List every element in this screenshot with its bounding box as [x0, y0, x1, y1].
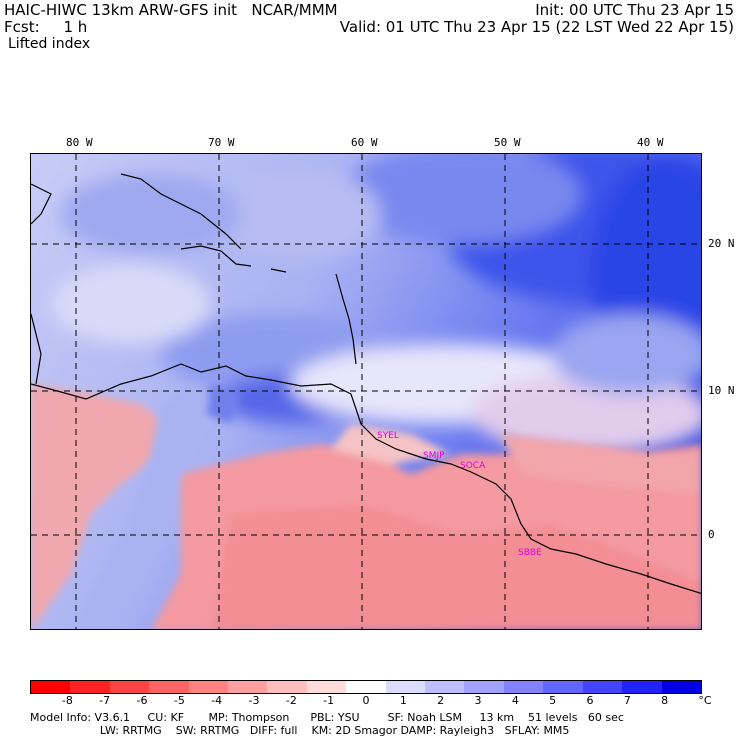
field-name: Lifted index: [8, 36, 91, 52]
color-swatch: [385, 681, 426, 693]
color-swatch: [306, 681, 347, 693]
color-scale-bar: [30, 680, 702, 694]
color-scale-tick: 8: [661, 694, 669, 707]
lat-label-20n: 20 N: [708, 237, 735, 250]
lifted-index-map: [30, 153, 702, 630]
andes-unstable-streak: [72, 384, 241, 629]
color-scale-tick: 7: [623, 694, 631, 707]
forecast-hour: Fcst: 1 h: [4, 18, 88, 36]
color-scale-tick: -7: [99, 694, 111, 707]
color-swatch: [267, 681, 307, 693]
color-scale-tick: 6: [586, 694, 594, 707]
color-scale-tick: -8: [61, 694, 73, 707]
color-scale-tick: 0: [362, 694, 370, 707]
station-sbbe: SBBE: [518, 548, 542, 558]
color-swatch: [346, 681, 386, 693]
coastlines: [31, 173, 701, 595]
color-scale-tick: -4: [211, 694, 223, 707]
color-swatch: [622, 681, 662, 693]
color-scale-tick: 3: [474, 694, 482, 707]
init-time: Init: 00 UTC Thu 23 Apr 15: [535, 1, 734, 19]
color-scale-tick: -1: [323, 694, 335, 707]
color-swatch: [464, 681, 504, 693]
color-swatch: [109, 681, 150, 693]
station-syel: SYEL: [377, 431, 399, 441]
station-smjp: SMJP: [423, 451, 445, 461]
station-soca: SOCA: [460, 461, 486, 471]
color-swatch: [661, 681, 701, 693]
model-info-line2: LW: RRTMG SW: RRTMG DIFF: full KM: 2D Sm…: [30, 724, 570, 737]
color-swatch: [188, 681, 229, 693]
color-swatch: [543, 681, 583, 693]
color-scale-tick: -5: [173, 694, 185, 707]
color-swatch: [31, 681, 71, 693]
color-swatch: [70, 681, 110, 693]
color-scale-tick: 4: [511, 694, 519, 707]
valid-time: Valid: 01 UTC Thu 23 Apr 15 (22 LST Wed …: [339, 18, 734, 36]
color-swatch: [503, 681, 544, 693]
color-scale-tick: -2: [285, 694, 297, 707]
model-title: HAIC-HIWC 13km ARW-GFS init NCAR/MMM: [4, 1, 338, 19]
color-scale-tick: 2: [437, 694, 445, 707]
lon-label-60w: 60 W: [351, 136, 378, 149]
lat-label-10n: 10 N: [708, 384, 735, 397]
lat-lon-grid: [31, 154, 701, 629]
lon-label-70w: 70 W: [208, 136, 235, 149]
model-info-line1: Model Info: V3.6.1 CU: KF MP: Thompson P…: [30, 711, 624, 724]
color-swatch: [425, 681, 465, 693]
lat-label-0: 0: [708, 528, 715, 541]
color-scale-tick: 1: [399, 694, 407, 707]
field-shading: [51, 154, 701, 454]
color-scale-tick: -6: [136, 694, 148, 707]
color-swatch: [582, 681, 623, 693]
color-scale-unit: °C: [698, 694, 712, 707]
lon-label-80w: 80 W: [66, 136, 93, 149]
lon-label-40w: 40 W: [637, 136, 664, 149]
color-scale-tick: -3: [248, 694, 260, 707]
color-swatch: [149, 681, 189, 693]
color-scale-tick: 5: [549, 694, 557, 707]
lon-label-50w: 50 W: [494, 136, 521, 149]
color-swatch: [228, 681, 268, 693]
